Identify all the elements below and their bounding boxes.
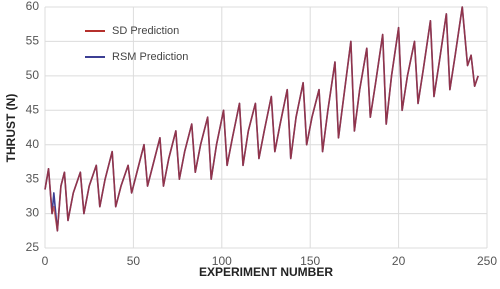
x-axis-title: EXPERIMENT NUMBER bbox=[199, 265, 333, 279]
x-tick-label: 0 bbox=[42, 254, 49, 268]
y-tick-label: 35 bbox=[26, 171, 40, 185]
x-tick-label: 50 bbox=[127, 254, 141, 268]
legend-label: RSM Prediction bbox=[112, 51, 188, 63]
series-line bbox=[44, 6, 479, 232]
y-tick-label: 55 bbox=[26, 34, 40, 48]
x-tick-label: 100 bbox=[212, 254, 232, 268]
y-tick-label: 60 bbox=[26, 0, 40, 13]
y-tick-label: 45 bbox=[26, 102, 40, 116]
y-tick-label: 50 bbox=[26, 68, 40, 82]
series-line bbox=[44, 6, 479, 232]
x-tick-label: 20 bbox=[392, 254, 406, 268]
x-tick-label: 250 bbox=[477, 254, 497, 268]
y-tick-label: 40 bbox=[26, 137, 40, 151]
y-axis-title: THRUST (N) bbox=[4, 94, 18, 163]
x-tick-label: 150 bbox=[300, 254, 320, 268]
legend-label: SD Prediction bbox=[112, 25, 179, 37]
y-tick-label: 30 bbox=[26, 206, 40, 220]
y-tick-label: 25 bbox=[26, 240, 40, 254]
